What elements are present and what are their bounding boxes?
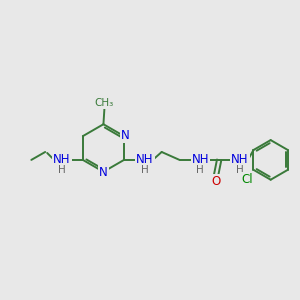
Text: Cl: Cl: [242, 173, 254, 186]
Text: NH: NH: [231, 153, 249, 167]
Text: H: H: [236, 165, 244, 175]
Text: N: N: [99, 166, 108, 179]
Text: H: H: [141, 165, 149, 175]
Text: O: O: [212, 175, 221, 188]
Text: H: H: [58, 165, 66, 175]
Text: H: H: [196, 165, 204, 175]
Text: CH₃: CH₃: [95, 98, 114, 108]
Text: NH: NH: [136, 153, 154, 167]
Text: NH: NH: [53, 153, 71, 167]
Text: NH: NH: [192, 153, 209, 167]
Text: N: N: [121, 129, 129, 142]
